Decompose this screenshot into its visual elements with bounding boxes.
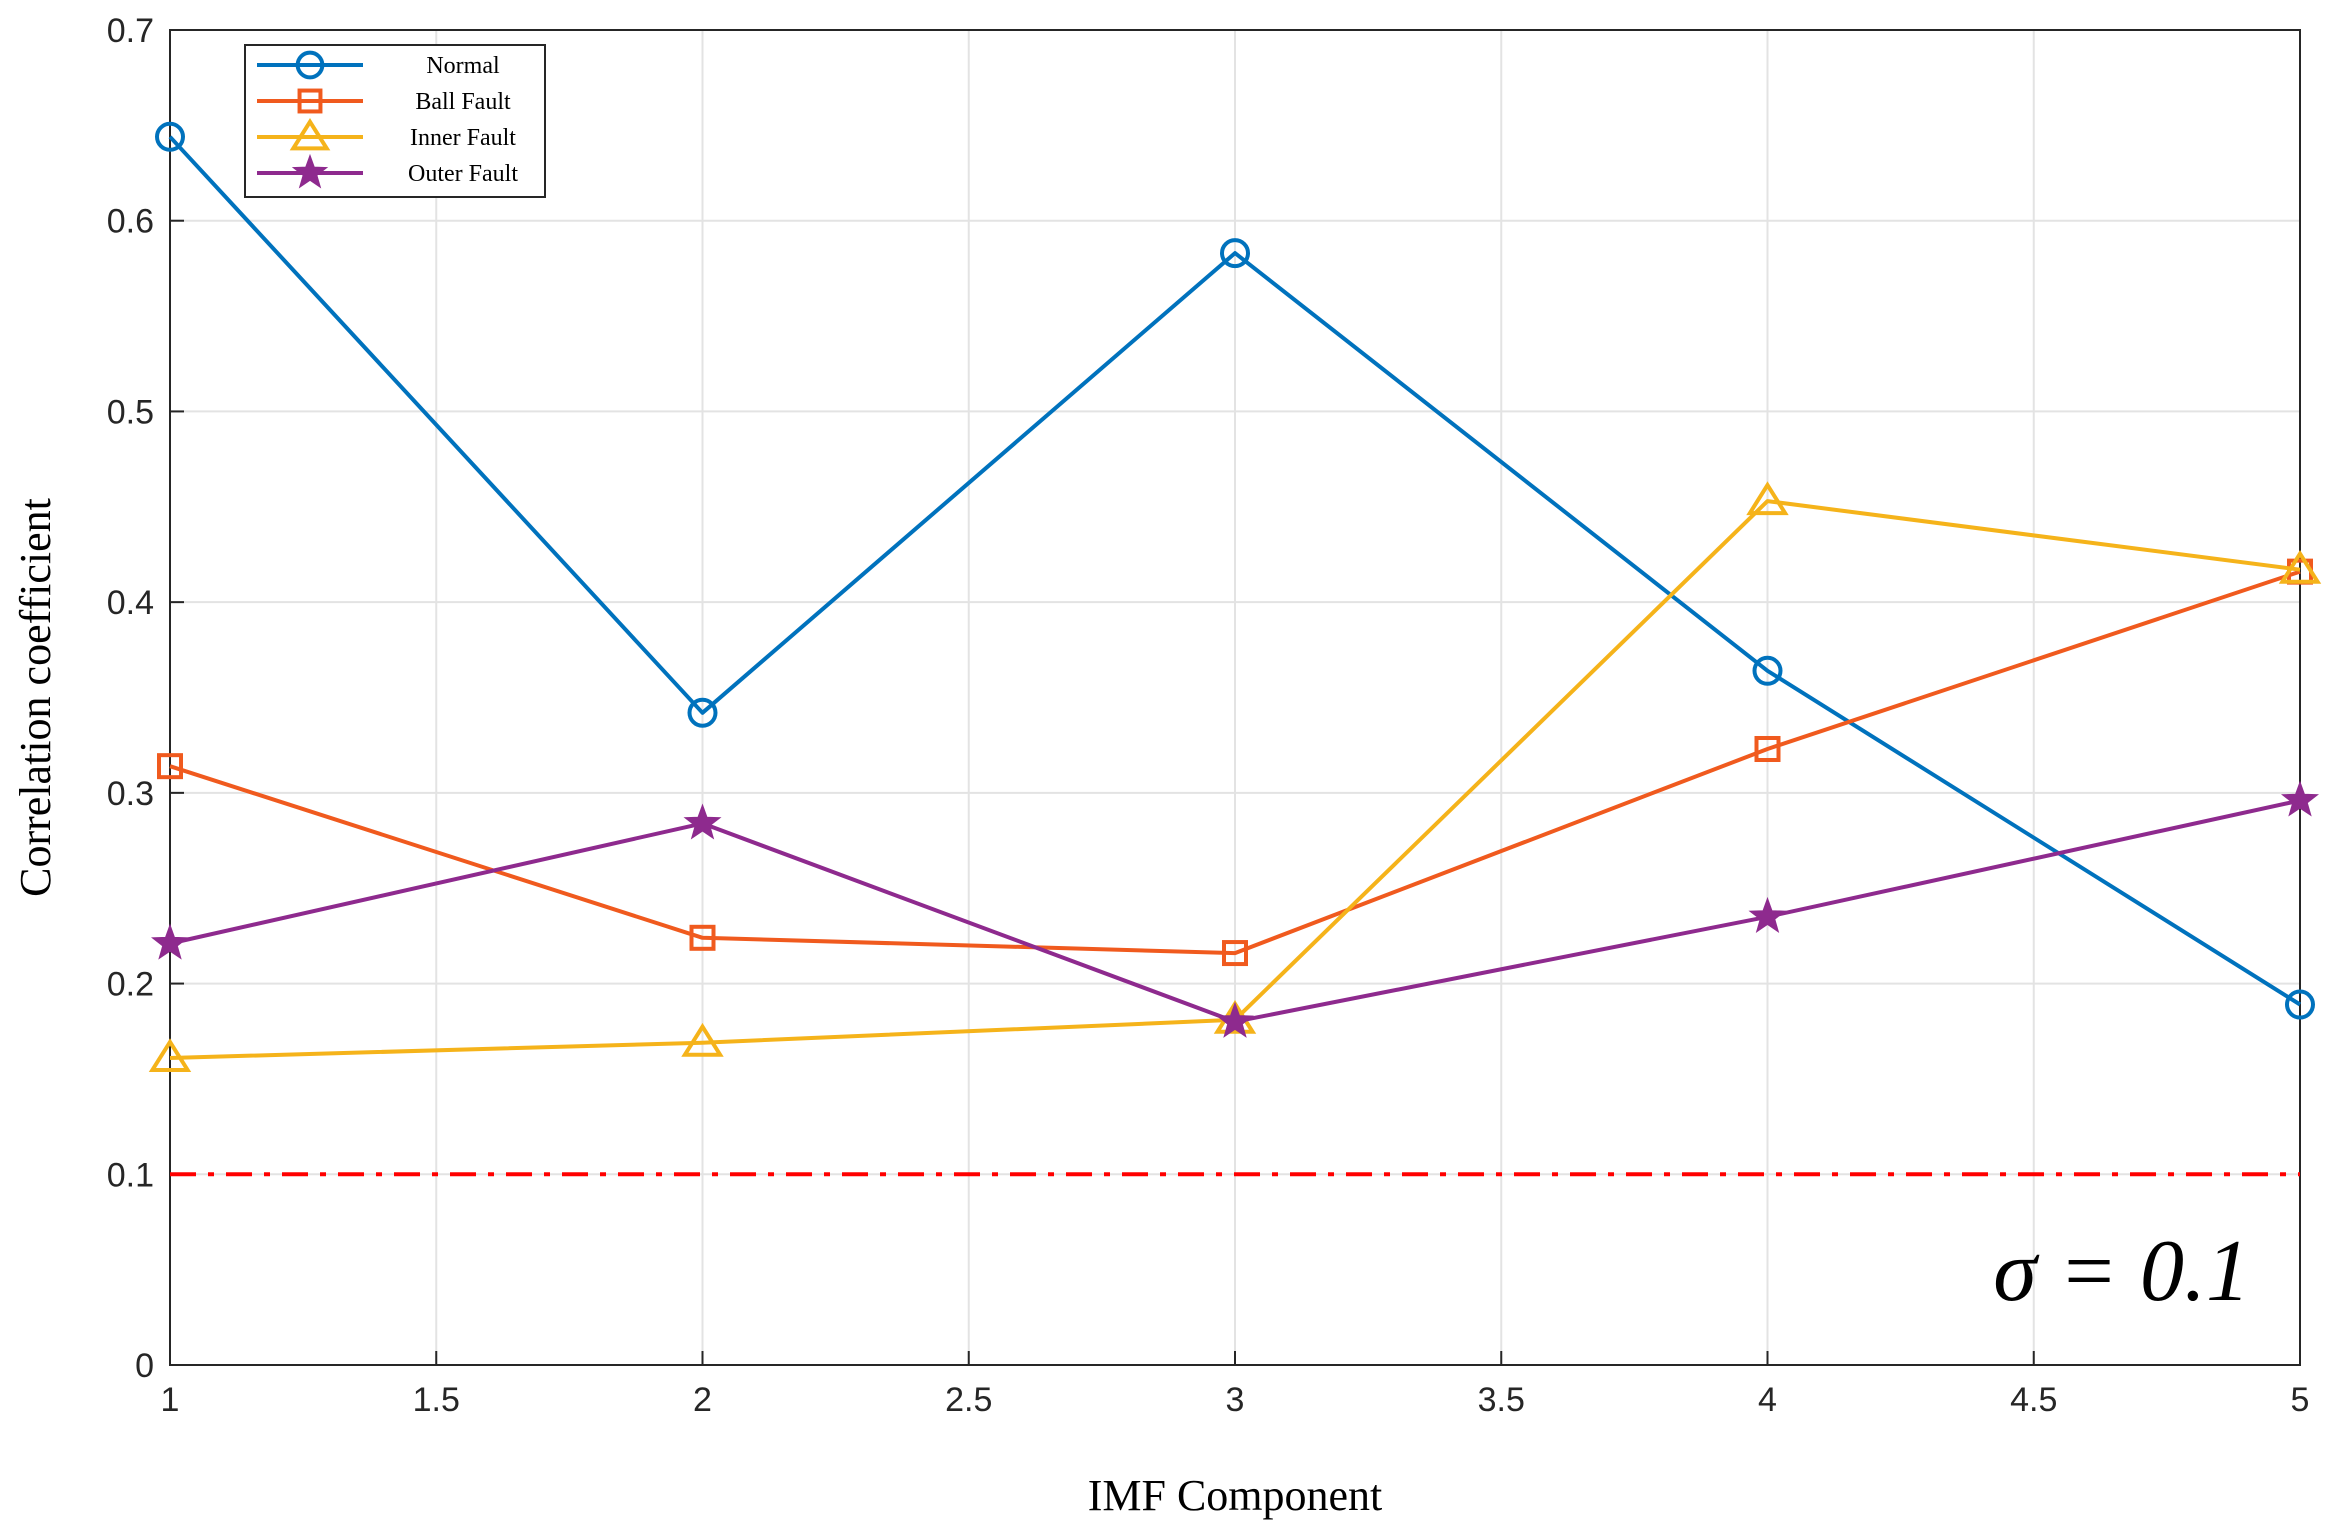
sigma-annotation: σ = 0.1 (1993, 1223, 2250, 1320)
y-tick-label: 0.4 (107, 584, 154, 622)
data-point-inner-fault (2278, 549, 2322, 584)
y-axis-title: Correlation coefficient (11, 498, 60, 897)
y-tick-label: 0.7 (107, 12, 154, 50)
data-point-outer-fault (1216, 1001, 1254, 1038)
data-point-normal (2285, 989, 2315, 1020)
x-tick-label: 3 (1226, 1381, 1245, 1419)
data-point-inner-fault (681, 1022, 724, 1057)
x-tick-label: 4.5 (2010, 1381, 2057, 1419)
series-line-ball-fault (169, 569, 2301, 956)
legend-label-ball-fault: Ball Fault (415, 89, 511, 115)
x-tick-label: 4 (1758, 1381, 1777, 1419)
legend-label-normal: Normal (426, 53, 500, 79)
series-outer-fault (151, 780, 2319, 1038)
y-tick-label: 0.1 (107, 1156, 154, 1194)
data-point-inner-fault (148, 1038, 192, 1072)
data-point-outer-fault (683, 803, 722, 840)
data-point-normal (687, 697, 718, 728)
x-tick-label: 1.5 (413, 1381, 460, 1419)
x-tick-label: 5 (2291, 1381, 2310, 1419)
data-point-ball-fault (157, 753, 183, 780)
y-tick-label: 0.5 (107, 393, 154, 431)
data-point-outer-fault (2281, 780, 2319, 817)
series-normal (155, 121, 2315, 1020)
data-point-outer-fault (151, 923, 189, 960)
legend-marker-inner-fault (289, 118, 331, 151)
x-tick-label: 2.5 (945, 1381, 992, 1419)
legend: Normal Ball Fault Inner Fault Outer Fault (244, 44, 546, 198)
data-point-inner-fault (1746, 481, 1789, 516)
x-axis-title: IMF Component (1088, 1471, 1383, 1520)
legend-marker-normal (295, 50, 325, 80)
x-tick-label: 1 (161, 1381, 180, 1419)
data-point-normal (1752, 655, 1783, 686)
tick-labels: 1 1.5 2 2.5 3 3.5 4 4.5 5 0 0.1 0.2 0.3 0.4 0.5 0.6 0.7 (107, 12, 2310, 1419)
legend-label-inner-fault: Inner Fault (410, 125, 516, 151)
data-point-normal (1220, 238, 1250, 269)
y-tick-label: 0.2 (107, 966, 154, 1004)
y-tick-label: 0 (135, 1347, 154, 1385)
data-point-ball-fault (1222, 940, 1248, 967)
y-tick-label: 0.6 (107, 203, 154, 241)
y-tick-label: 0.3 (107, 775, 154, 813)
data-point-normal (155, 121, 185, 152)
x-tick-label: 2 (693, 1381, 712, 1419)
legend-label-outer-fault: Outer Fault (408, 161, 518, 187)
axes (169, 29, 2301, 1366)
series-line-normal (168, 135, 2302, 1007)
x-tick-label: 3.5 (1478, 1381, 1525, 1419)
series-group (148, 121, 2322, 1072)
data-point-ball-fault (689, 924, 716, 951)
legend-marker-outer-fault (291, 153, 329, 189)
data-point-outer-fault (1748, 896, 1787, 933)
data-point-ball-fault (1754, 735, 1781, 762)
legend-marker-ball-fault (297, 88, 323, 114)
